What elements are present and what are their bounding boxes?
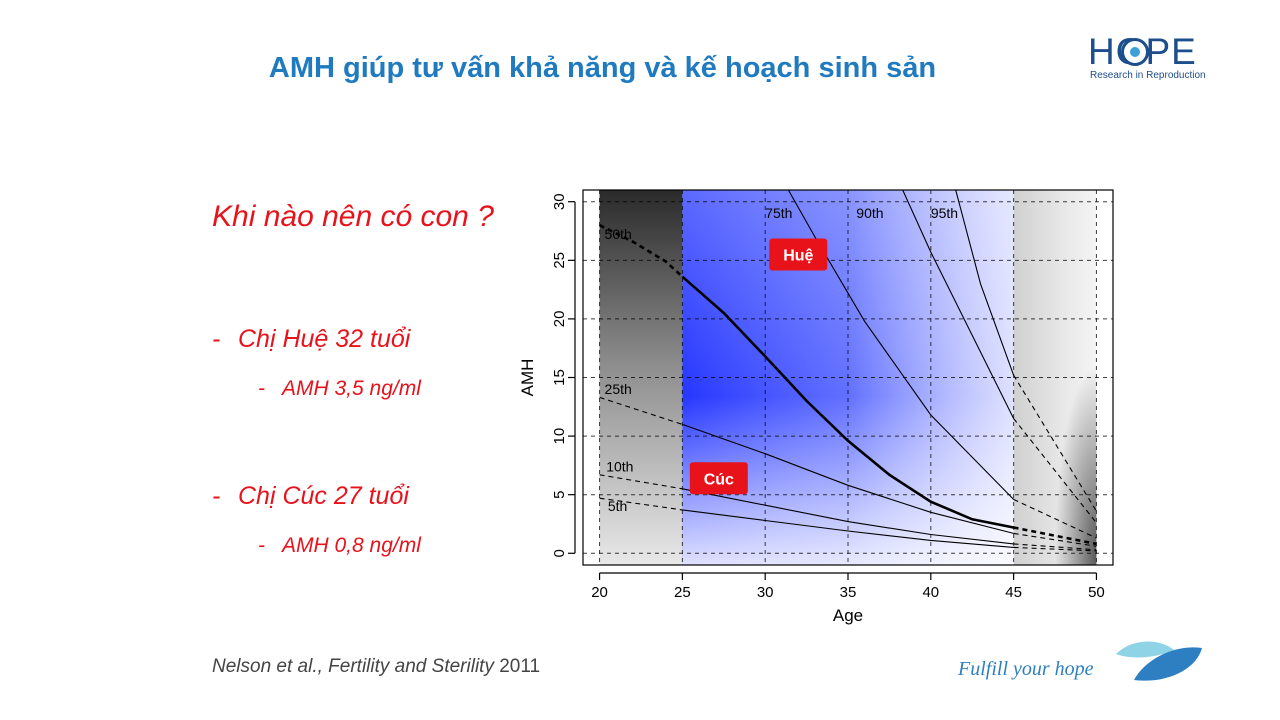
marker-cuc: Cúc <box>689 462 748 495</box>
page-title: AMH giúp tư vấn khả năng và kế hoạch sin… <box>268 52 937 84</box>
marker-label: Huệ <box>783 247 813 264</box>
bullet-dash: - <box>212 325 221 353</box>
series-label-5th: 5th <box>608 498 627 514</box>
series-10th-line-left <box>599 474 683 490</box>
citation: Nelson et al., Fertility and Sterility 2… <box>212 656 540 678</box>
y-tick-label: 5 <box>551 491 568 499</box>
case-cuc-detail: - AMH 0,8 ng/ml <box>258 534 421 558</box>
eye-icon <box>1121 38 1149 66</box>
case-hue: - Chị Huệ 32 tuổi <box>212 325 410 354</box>
series-label-95th: 95th <box>931 205 958 221</box>
series-75th-line-right <box>1013 498 1097 539</box>
x-tick-label: 35 <box>840 584 857 601</box>
case-detail: AMH 0,8 ng/ml <box>282 534 421 557</box>
x-tick-label: 50 <box>1088 584 1105 601</box>
x-tick-label: 30 <box>757 584 774 601</box>
series-50th-line-left <box>599 224 684 278</box>
x-axis-label: Age <box>833 606 863 625</box>
case-cuc: - Chị Cúc 27 tuổi <box>212 482 409 511</box>
series-25th-line <box>682 423 1014 534</box>
bullet-dash: - <box>258 377 265 400</box>
series-25th-line-left <box>599 396 683 425</box>
footer-slogan: Fulfill your hope <box>958 658 1094 680</box>
series-5th-line <box>682 509 1014 548</box>
series-25th-line-right <box>1013 532 1097 547</box>
series-label-25th: 25th <box>605 381 632 397</box>
series-10th-line-right <box>1013 543 1097 551</box>
x-tick-label: 40 <box>922 584 939 601</box>
x-tick-label: 20 <box>591 584 608 601</box>
series-50th-line <box>681 275 1014 529</box>
y-tick-label: 30 <box>551 193 568 210</box>
x-tick-label: 25 <box>674 584 691 601</box>
series-95th-line <box>955 190 1015 376</box>
marker-box <box>769 238 828 271</box>
bullet-dash: - <box>258 534 265 557</box>
series-10th-line <box>682 488 1014 545</box>
case-detail: AMH 3,5 ng/ml <box>282 377 421 400</box>
series-label-50th: 50th <box>605 226 632 242</box>
citation-authors: Nelson et al., <box>212 656 329 677</box>
case-label: Chị Cúc 27 tuổi <box>238 482 409 510</box>
case-hue-detail: - AMH 3,5 ng/ml <box>258 377 421 401</box>
series-90th-line-right <box>1013 418 1097 524</box>
bullet-dash: - <box>212 482 221 510</box>
series-90th-line <box>902 190 1015 419</box>
marker-box <box>689 462 748 495</box>
y-tick-label: 0 <box>551 549 568 557</box>
logo-subtitle: Research in Reproduction <box>1090 70 1206 81</box>
citation-journal: Fertility and Sterility <box>328 656 494 677</box>
x-tick-label: 45 <box>1005 584 1022 601</box>
marker-hue: Huệ <box>769 238 828 271</box>
series-label-90th: 90th <box>856 205 883 221</box>
y-tick-label: 15 <box>551 369 568 386</box>
y-tick-label: 10 <box>551 428 568 445</box>
amh-age-chart: 5th 10th 25th 50th 75th 90th 95th Huệ Cúc 20 25 30… <box>518 189 1114 625</box>
marker-label: Cúc <box>704 471 734 488</box>
question-heading: Khi nào nên có con ? <box>212 200 494 233</box>
series-75th-line <box>787 190 1014 500</box>
citation-year: 2011 <box>493 656 541 677</box>
y-tick-label: 20 <box>551 311 568 328</box>
y-axis-label: AMH <box>518 359 537 397</box>
leaf-icon <box>1116 641 1202 681</box>
plot-frame <box>582 189 1114 566</box>
y-tick-label: 25 <box>551 252 568 269</box>
series-label-75th: 75th <box>765 205 792 221</box>
series-5th-line-left <box>599 497 683 511</box>
case-label: Chị Huệ 32 tuổi <box>238 325 411 353</box>
series-5th-line-right <box>1013 546 1097 552</box>
series-label-10th: 10th <box>606 458 633 474</box>
hope-logo: HOPE Research in Reproduction <box>1088 32 1208 88</box>
